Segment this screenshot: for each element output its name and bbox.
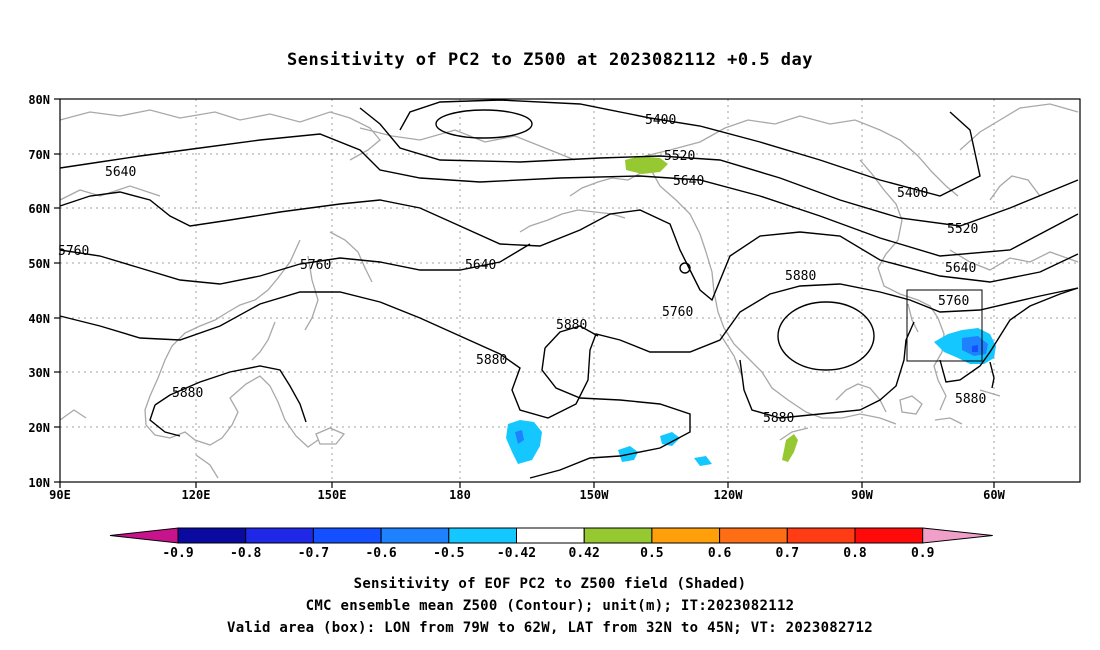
lon-label: 150W	[580, 488, 610, 502]
colorbar-swatch	[516, 527, 585, 544]
contour-label: 5400	[645, 113, 676, 128]
contour-label: 5760	[938, 294, 969, 309]
contour-label: 5640	[945, 261, 976, 276]
lat-label: 50N	[28, 257, 50, 271]
colorbar-tick-label: 0.9	[911, 546, 934, 561]
colorbar-swatch	[312, 527, 382, 544]
colorbar-high-end	[922, 527, 993, 544]
contour-label-group: 5400 5400 5520 5520 5640 5640 5640 5640 …	[58, 113, 986, 426]
valid-area-box	[906, 289, 983, 362]
colorbar-swatch	[651, 527, 721, 544]
contour-label: 5880	[955, 392, 986, 407]
contour-label: 5880	[476, 353, 507, 368]
colorbar-tick-label: 0.8	[843, 546, 867, 561]
caption-valid-area: Valid area (box): LON from 79W to 62W, L…	[227, 620, 873, 636]
colorbar-tick-label: -0.42	[497, 546, 536, 561]
colorbar-low-end	[109, 527, 179, 544]
lat-label: 60N	[28, 202, 50, 216]
colorbar-swatch	[719, 527, 788, 544]
lat-label: 40N	[28, 312, 50, 326]
contour-label: 5400	[897, 186, 928, 201]
lon-label: 90E	[49, 488, 71, 502]
colorbar-swatch	[583, 527, 653, 544]
caption-contour: CMC ensemble mean Z500 (Contour); unit(m…	[305, 598, 795, 614]
contour-label: 5760	[662, 305, 693, 320]
colorbar-swatch	[854, 527, 924, 544]
contour-label: 5640	[465, 258, 496, 273]
lon-label: 120W	[714, 488, 744, 502]
contour-label: 5880	[556, 318, 587, 333]
contour-label: 5760	[300, 258, 331, 273]
colorbar: -0.9 -0.8 -0.7 -0.6 -0.5 -0.42 0.42 0.5 0.6 0.7 0.…	[109, 527, 993, 561]
colorbar-swatch	[786, 527, 856, 544]
negative-region-central-pacific	[506, 420, 542, 464]
negative-core-central-pacific	[515, 430, 524, 444]
map-title: Sensitivity of PC2 to Z500 at 2023082112…	[286, 50, 813, 70]
contour-label: 5520	[664, 149, 695, 164]
lon-label: 90W	[851, 488, 873, 502]
contour-label: 5640	[673, 174, 704, 189]
colorbar-tick-label: 0.5	[640, 546, 663, 561]
colorbar-tick-label: 0.42	[569, 546, 600, 561]
lon-label: 150E	[318, 488, 347, 502]
colorbar-tick-label: 0.7	[776, 546, 799, 561]
caption-shading: Sensitivity of EOF PC2 to Z500 field (Sh…	[353, 576, 747, 592]
colorbar-tick-label: -0.9	[162, 546, 193, 561]
lon-label: 180	[449, 488, 471, 502]
lon-label: 60W	[983, 488, 1005, 502]
colorbar-swatch	[448, 527, 517, 544]
colorbar-swatch	[380, 527, 450, 544]
contour-label: 5880	[785, 269, 816, 284]
lat-label: 70N	[28, 148, 50, 162]
colorbar-swatch	[245, 527, 314, 544]
colorbar-tick-label: -0.7	[298, 546, 329, 561]
contour-label: 5880	[763, 411, 794, 426]
z500-contours	[59, 99, 1079, 479]
lat-label: 80N	[28, 93, 50, 107]
contour-label: 5640	[105, 165, 136, 180]
lat-label: 10N	[28, 476, 50, 490]
contour-label: 5880	[172, 386, 203, 401]
contour-label: 5760	[58, 244, 89, 259]
sensitivity-shading	[506, 156, 996, 466]
contour-label: 5520	[947, 222, 978, 237]
lat-label: 20N	[28, 421, 50, 435]
colorbar-tick-label: -0.5	[433, 546, 464, 561]
colorbar-tick-label: -0.8	[230, 546, 261, 561]
colorbar-tick-label: -0.6	[365, 546, 396, 561]
colorbar-swatch	[177, 527, 247, 544]
colorbar-tick-label: 0.6	[708, 546, 732, 561]
lat-label: 30N	[28, 366, 50, 380]
positive-region-mexico	[782, 434, 798, 462]
lon-label: 120E	[182, 488, 211, 502]
positive-region-arctic	[625, 156, 668, 174]
